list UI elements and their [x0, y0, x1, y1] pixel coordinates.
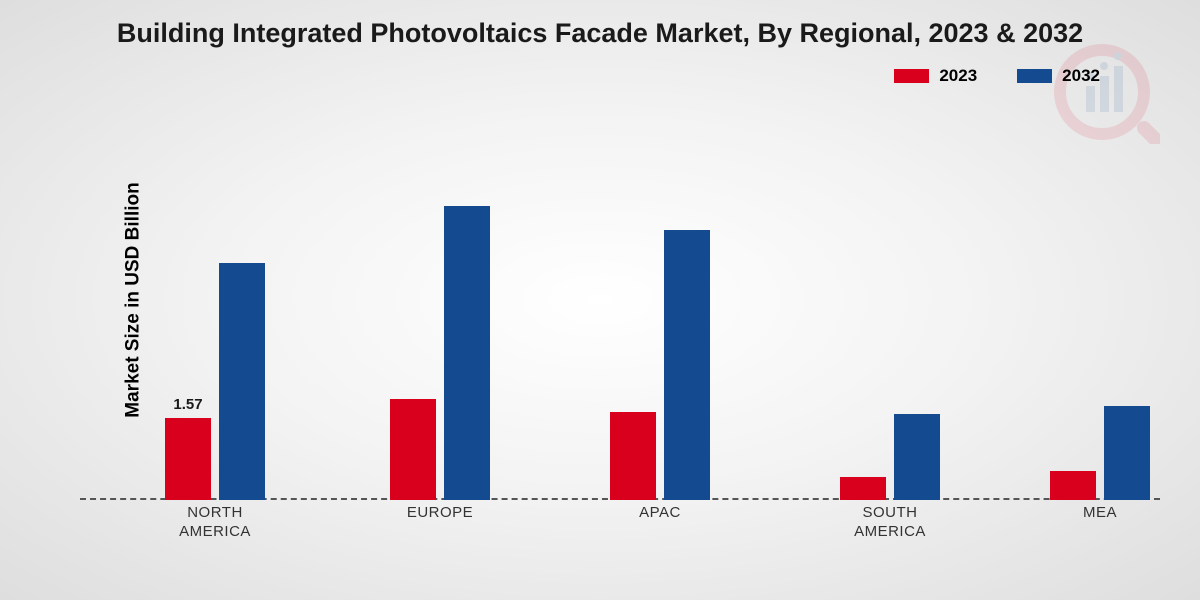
bar: [664, 230, 710, 500]
chart-title: Building Integrated Photovoltaics Facade…: [0, 18, 1200, 49]
legend: 2023 2032: [894, 66, 1100, 86]
bar-group: [1050, 406, 1150, 500]
legend-label-2032: 2032: [1062, 66, 1100, 86]
legend-item-2032: 2032: [1017, 66, 1100, 86]
bar: [610, 412, 656, 500]
bar: [1050, 471, 1096, 500]
x-tick-label: EUROPE: [380, 504, 500, 523]
bar-group: [840, 414, 940, 500]
bar: [840, 477, 886, 500]
bar: 1.57: [165, 418, 211, 500]
legend-item-2023: 2023: [894, 66, 977, 86]
bar: [1104, 406, 1150, 500]
bar-group: [390, 206, 490, 500]
legend-swatch-2023: [894, 69, 929, 83]
bar-group: [610, 230, 710, 500]
x-tick-label: APAC: [600, 504, 720, 523]
plot-area: 1.57: [80, 110, 1160, 500]
bar: [219, 263, 265, 500]
bar: [390, 399, 436, 500]
legend-label-2023: 2023: [939, 66, 977, 86]
x-tick-label: MEA: [1040, 504, 1160, 523]
bar-value-label: 1.57: [173, 396, 202, 413]
bar: [894, 414, 940, 500]
legend-swatch-2032: [1017, 69, 1052, 83]
bar: [444, 206, 490, 500]
x-tick-label: NORTHAMERICA: [155, 504, 275, 542]
x-tick-label: SOUTHAMERICA: [830, 504, 950, 542]
x-axis-labels: NORTHAMERICA EUROPE APAC SOUTHAMERICA MEA: [80, 504, 1160, 554]
bar-group: 1.57: [165, 263, 265, 500]
